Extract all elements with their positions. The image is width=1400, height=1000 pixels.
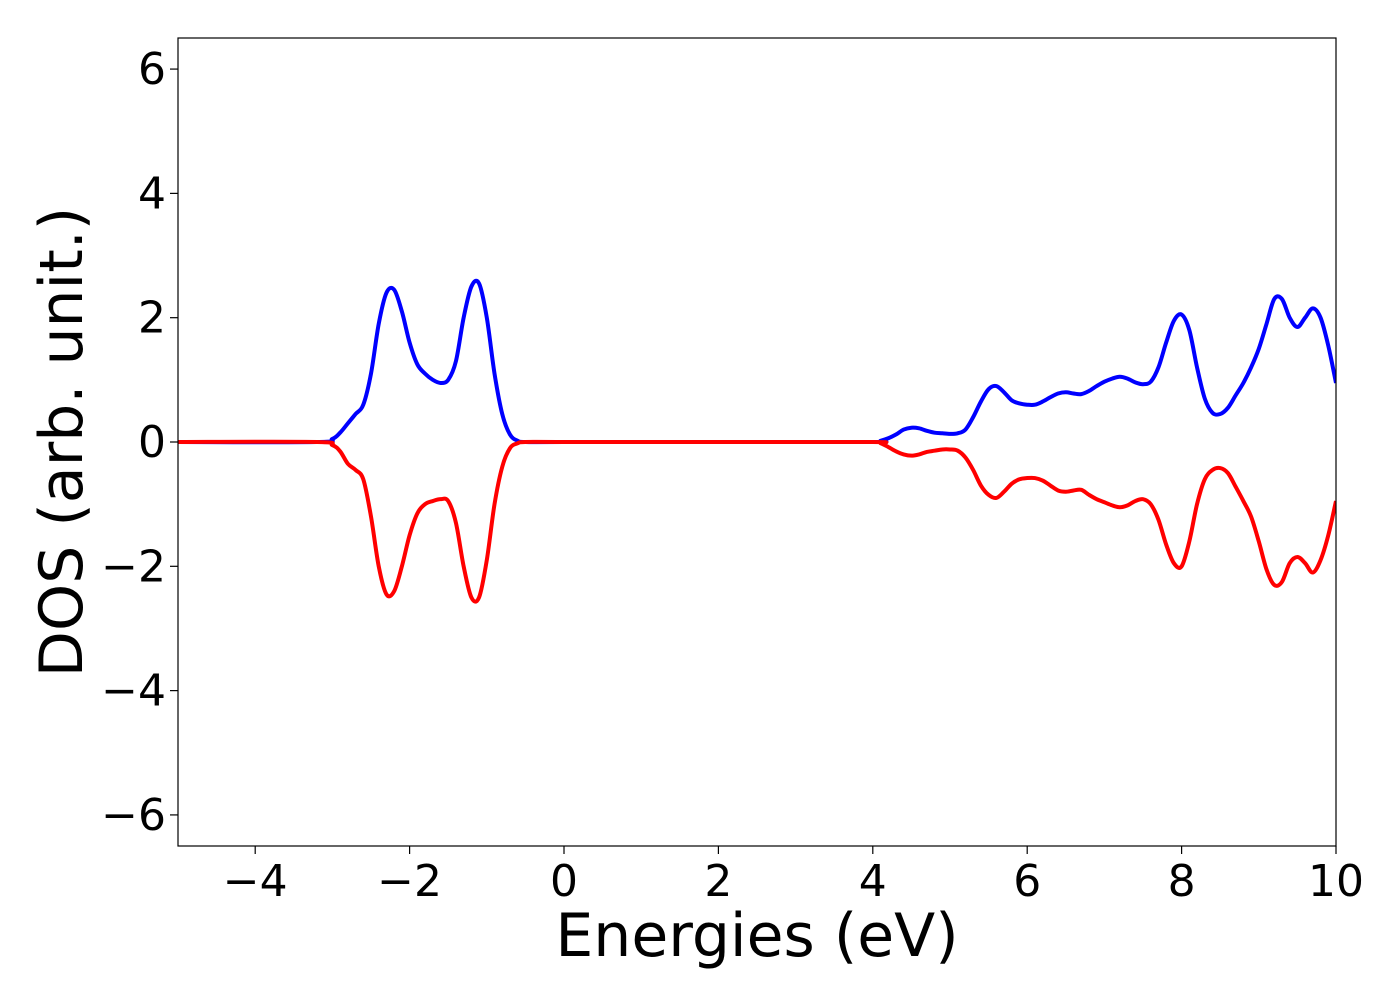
plot-area: [178, 278, 1336, 604]
y-tick-label: 2: [138, 293, 166, 344]
x-tick-label: 10: [1308, 856, 1364, 907]
x-axis-label: Energies (eV): [555, 901, 958, 971]
x-tick-label: −2: [377, 856, 442, 907]
y-tick-label: 6: [138, 44, 166, 95]
y-tick-label: 4: [138, 168, 166, 219]
x-tick-label: 4: [859, 856, 887, 907]
y-axis: −6 −4 −2 0 2 4 6: [101, 44, 178, 841]
y-axis-label: DOS (arb. unit.): [27, 207, 97, 677]
y-tick-label: 0: [138, 417, 166, 468]
x-tick-label: 0: [550, 856, 578, 907]
y-tick-label: −6: [101, 790, 166, 841]
series-line-1: [178, 278, 1336, 445]
y-tick-label: −4: [101, 666, 166, 717]
x-tick-label: 8: [1168, 856, 1196, 907]
x-axis: −4 −2 0 2 4 6 8 10: [223, 846, 1364, 907]
y-tick-label: −2: [101, 541, 166, 592]
x-tick-label: 6: [1013, 856, 1041, 907]
x-tick-label: −4: [223, 856, 288, 907]
x-tick-label: 2: [704, 856, 732, 907]
series-line-2: [178, 439, 1336, 604]
